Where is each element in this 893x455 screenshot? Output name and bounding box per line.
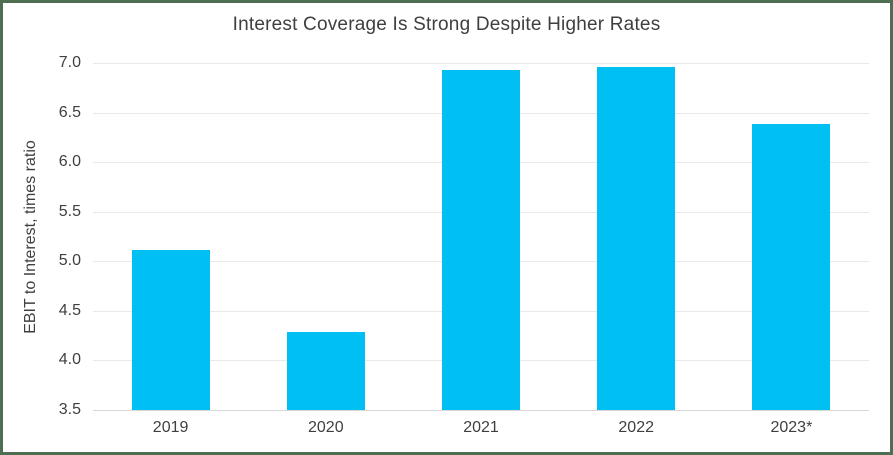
- y-tick-label: 5.0: [58, 252, 81, 270]
- plot-area: [93, 63, 869, 411]
- y-tick-label: 4.0: [58, 351, 81, 369]
- y-tick-label: 6.5: [58, 103, 81, 121]
- x-category-label-2021: 2021: [463, 419, 499, 436]
- y-tick-label: 6.0: [58, 153, 81, 171]
- gridline-y-7.0: [93, 63, 869, 64]
- bar-2022: [597, 66, 676, 410]
- chart-title: Interest Coverage Is Strong Despite High…: [232, 14, 661, 35]
- x-category-label-2019: 2019: [152, 419, 189, 436]
- bar-2021: [442, 69, 520, 410]
- y-tick-label: 4.5: [58, 301, 81, 319]
- bar-2020: [286, 331, 365, 410]
- x-category-label-2022: 2022: [618, 419, 654, 436]
- y-tick-label: 5.5: [58, 202, 81, 220]
- gridline-y-3.5: [93, 410, 869, 411]
- y-tick-label: 3.5: [58, 401, 81, 418]
- y-tick-label: 7.0: [58, 54, 81, 71]
- bar-2023*: [752, 124, 831, 410]
- x-category-label-2023*: 2023*: [770, 419, 813, 436]
- bar-2019: [131, 250, 210, 410]
- x-category-label-2020: 2020: [308, 419, 344, 436]
